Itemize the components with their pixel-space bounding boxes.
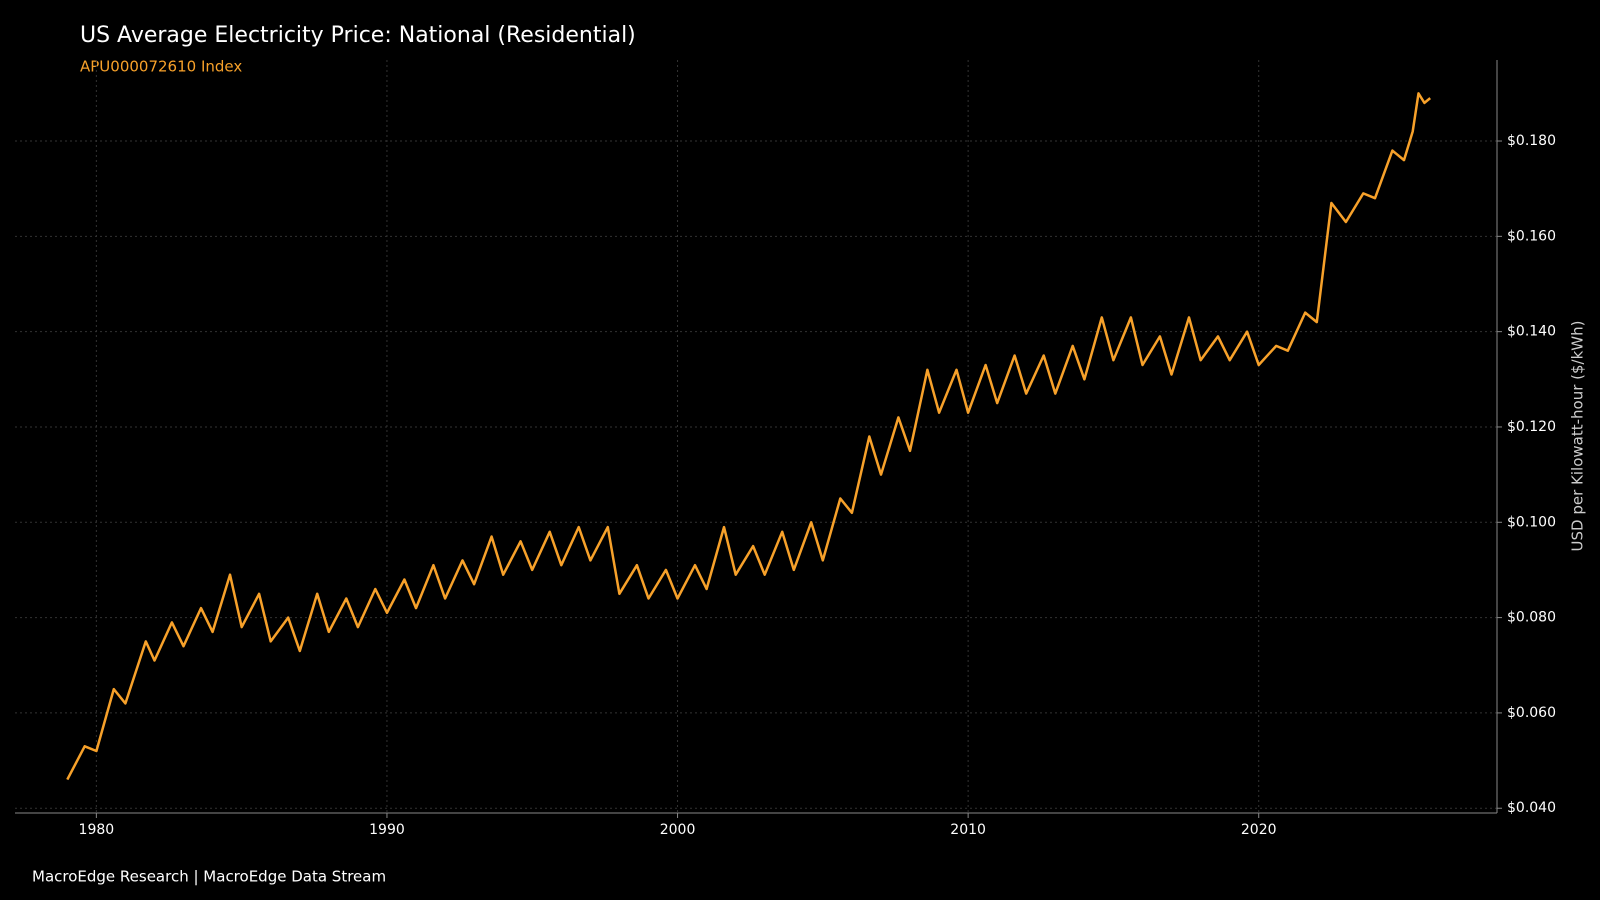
y-tick-label: $0.060	[1507, 705, 1556, 721]
y-tick-label: $0.120	[1507, 419, 1556, 435]
y-axis-label: USD per Kilowatt-hour ($/kWh)	[1569, 321, 1587, 552]
y-tick-label: $0.100	[1507, 514, 1556, 530]
y-tick-label: $0.080	[1507, 610, 1556, 626]
y-tick-label: $0.180	[1507, 133, 1556, 149]
x-tick-label: 1990	[369, 822, 405, 838]
plot-area: $0.040 $0.060 $0.080 $0.100 $0.120 $0.140 $0.1…	[15, 60, 1556, 838]
x-tick-label: 2010	[950, 822, 986, 838]
x-tick-label: 2000	[660, 822, 696, 838]
price-line	[66, 92, 1431, 781]
y-tick-label: $0.140	[1507, 324, 1556, 340]
x-tick-label: 1980	[79, 822, 115, 838]
chart-subtitle: APU000072610 Index	[80, 58, 242, 76]
source: MacroEdge Research | MacroEdge Data Stre…	[32, 868, 386, 886]
x-tick-label: 2020	[1241, 822, 1277, 838]
y-tick-label: $0.040	[1507, 800, 1556, 816]
chart-title: US Average Electricity Price: National (…	[80, 23, 636, 48]
y-tick-label: $0.160	[1507, 228, 1556, 244]
